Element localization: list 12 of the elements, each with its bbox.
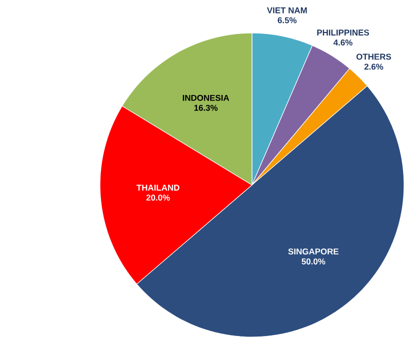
slice-label: OTHERS (356, 54, 392, 60)
slice-label: THAILAND (136, 184, 180, 191)
data-label: 16.3% (194, 104, 218, 111)
slice-label: SINGAPORE (288, 248, 338, 254)
data-label: 50.0% (302, 258, 326, 264)
data-label: 20.0% (146, 194, 170, 201)
slice-label: VIET NAM (266, 7, 307, 14)
data-label: 4.6% (333, 40, 352, 46)
slice-label: INDONESIA (182, 94, 230, 101)
data-label: 6.5% (278, 17, 297, 24)
data-label: 2.6% (364, 64, 384, 70)
slice-label: PHILIPPINES (317, 30, 370, 36)
